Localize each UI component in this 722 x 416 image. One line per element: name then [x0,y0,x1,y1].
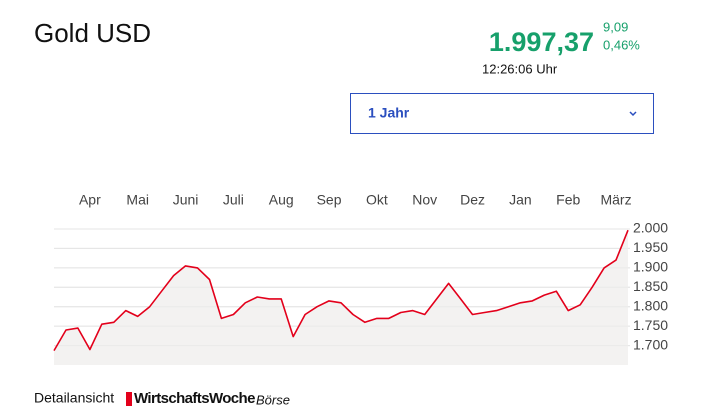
dropdown-arrow[interactable] [629,111,637,117]
x-tick-label: Jan [509,192,532,208]
x-tick-label: Aug [269,192,294,208]
area [54,230,628,365]
y-tick-label: 1.800 [633,297,668,313]
x-tick-label: Okt [366,192,388,208]
brand-suffix: Börse [256,392,290,407]
x-tick-label: Nov [412,192,437,208]
brand[interactable]: WirtschaftsWoche [134,390,256,407]
y-tick-label: 1.950 [633,239,668,255]
y-tick-label: 1.700 [633,336,668,352]
price: 1.997,37 [489,27,594,57]
x-tick-label: Dez [460,192,485,208]
x-tick-label: Sep [317,192,342,208]
y-tick-label: 1.900 [633,259,668,275]
x-tick-label: Apr [79,192,101,208]
title: Gold USD [34,18,151,48]
y-tick-label: 2.000 [633,220,668,236]
detail-link[interactable]: Detailansicht [34,390,114,406]
x-tick-label: März [600,192,631,208]
brand-icon [126,392,132,406]
y-tick-label: 1.750 [633,317,668,333]
dropdown[interactable] [350,93,654,134]
x-tick-label: Juli [223,192,244,208]
price-line [53,229,629,352]
change-percent: 0,46% [603,37,640,52]
dropdown-label[interactable]: 1 Jahr [368,105,410,121]
time: 12:26:06 Uhr [482,61,558,76]
change: 9,09 [603,19,628,34]
x-tick-label: Juni [173,192,199,208]
x-tick-label: Mai [126,192,149,208]
y-tick-label: 1.850 [633,278,668,294]
plot: 1.700 1.750 1.800 1.850 1.900 1.950 2.000 Apr Ma… [53,192,668,365]
x-tick-label: Feb [556,192,580,208]
